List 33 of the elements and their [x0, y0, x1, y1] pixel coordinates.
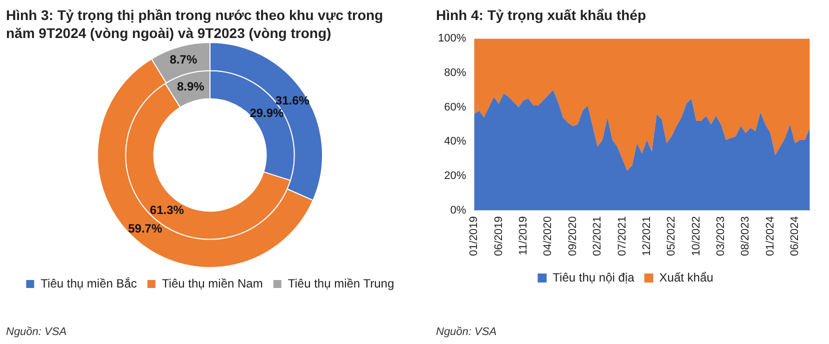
- x-tick-label: 04/2020: [542, 216, 554, 256]
- data-label: 61.3%: [150, 202, 184, 217]
- y-tick-label: 100%: [438, 32, 466, 45]
- y-tick-label: 80%: [444, 66, 466, 79]
- x-tick-label: 05/2022: [666, 216, 678, 256]
- text: Nguồn: VSA: [436, 326, 497, 338]
- legend-label: Tiêu thụ miền Nam: [162, 276, 263, 290]
- chart-title: Hình 3: Tỷ trọng thị phần trong nước theo khu vực trong năm 9T2024 (vòng ngoài) và 9T2023 (vòng trong): [5, 6, 384, 42]
- legend-label: Tiêu thụ nội địa: [552, 270, 635, 284]
- y-tick-label: 60%: [444, 101, 466, 114]
- x-tick-label: 06/2024: [789, 216, 802, 256]
- y-tick-label: 20%: [444, 170, 466, 182]
- chart-title: Hình 4: Tỷ trọng xuất khẩu thép: [435, 6, 648, 24]
- data-label: 8.7%: [170, 52, 198, 67]
- legend-label: Tiêu thụ miền Bắc: [40, 276, 137, 290]
- x-tick-label: 10/2022: [690, 216, 702, 256]
- x-tick-label: 08/2023: [740, 216, 752, 256]
- y-tick-label: 0%: [450, 204, 466, 216]
- x-tick-label: 03/2023: [714, 216, 727, 256]
- y-tick-label: 40%: [444, 136, 466, 148]
- x-tick-label: 12/2021: [640, 216, 653, 256]
- x-tick-label: 11/2019: [518, 216, 530, 256]
- x-tick-label: 01/2019: [468, 216, 480, 256]
- x-tick-label: 01/2024: [764, 216, 776, 256]
- x-tick-label: 02/2021: [592, 216, 604, 256]
- text: Nguồn: VSA: [6, 326, 67, 338]
- x-tick-label: 06/2019: [492, 216, 505, 256]
- data-label: 8.9%: [176, 80, 205, 94]
- x-tick-label: 09/2020: [566, 216, 579, 256]
- x-tick-label: 07/2021: [616, 216, 628, 256]
- data-label: 59.7%: [128, 221, 162, 236]
- legend-label: Tiêu thụ miền Trung: [288, 276, 394, 290]
- legend-label: Xuất khẩu: [659, 270, 714, 284]
